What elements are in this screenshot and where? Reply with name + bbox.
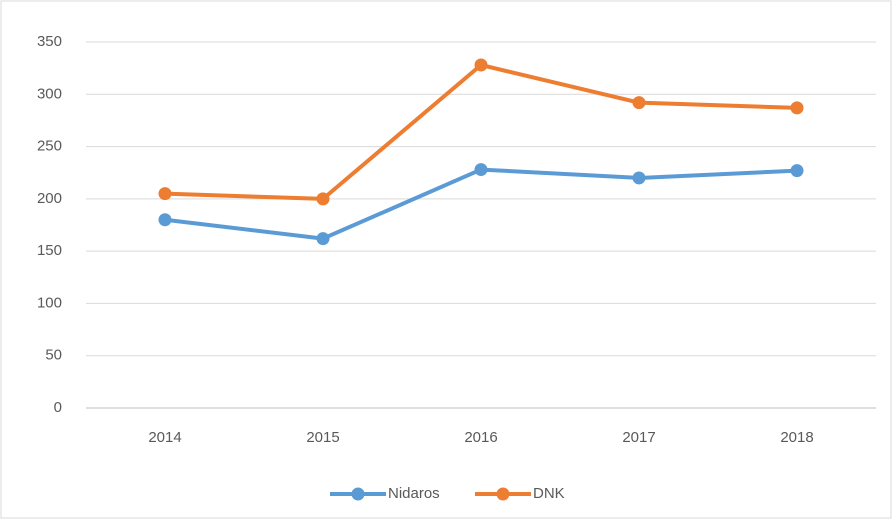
point — [632, 96, 646, 110]
x-tick-label: 2017 — [622, 429, 655, 446]
point — [632, 171, 646, 185]
legend-label: Nidaros — [388, 485, 440, 502]
y-tick-label: 50 — [45, 347, 62, 364]
point — [474, 163, 488, 177]
x-tick-label: 2016 — [464, 429, 497, 446]
y-tick-label: 0 — [54, 399, 62, 416]
legend-marker — [351, 487, 365, 501]
point — [790, 101, 804, 115]
y-tick-label: 150 — [37, 242, 62, 259]
point — [316, 192, 330, 206]
legend-marker — [496, 487, 510, 501]
point — [790, 164, 804, 178]
y-tick-label: 100 — [37, 294, 62, 311]
point — [158, 213, 172, 227]
legend-label: DNK — [533, 485, 565, 502]
x-tick-label: 2015 — [306, 429, 339, 446]
point — [474, 58, 488, 72]
y-tick-label: 250 — [37, 138, 62, 155]
y-tick-label: 350 — [37, 33, 62, 50]
y-tick-label: 200 — [37, 190, 62, 207]
y-tick-label: 300 — [37, 85, 62, 102]
x-tick-label: 2014 — [148, 429, 181, 446]
point — [158, 187, 172, 201]
x-tick-label: 2018 — [780, 429, 813, 446]
point — [316, 232, 330, 246]
